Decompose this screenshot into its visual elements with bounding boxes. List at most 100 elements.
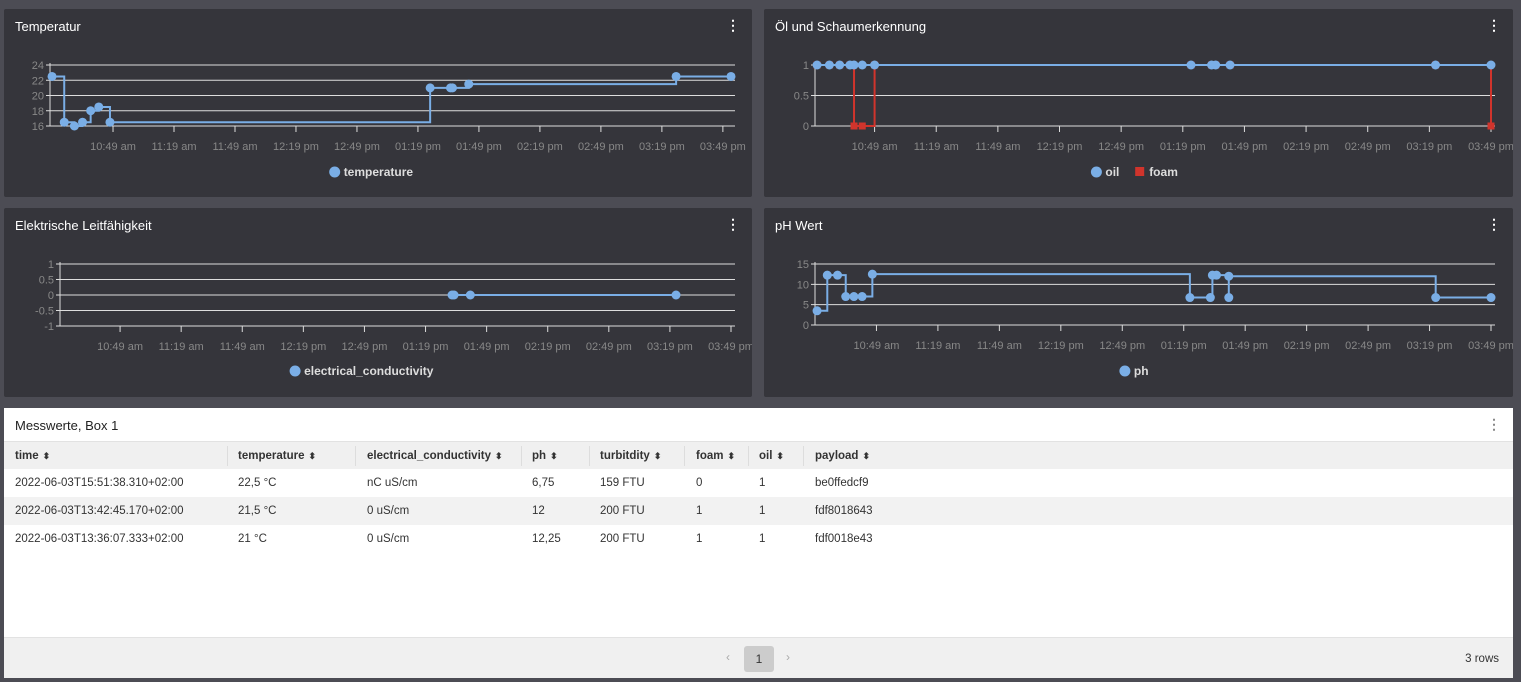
x-tick-label: 10:49 am	[854, 340, 900, 352]
x-tick-label: 01:19 pm	[395, 141, 441, 153]
cell-ph: 12	[532, 505, 545, 517]
data-point-ph	[1486, 293, 1496, 303]
column-divider	[227, 446, 228, 466]
column-label: time	[15, 450, 39, 462]
cell-electrical-conductivity: nC uS/cm	[367, 477, 418, 489]
sort-icon[interactable]: ⬍	[550, 451, 558, 461]
table-header: time ⬍ temperature ⬍ electrical_conductivity…	[4, 441, 1513, 469]
x-tick-label: 12:49 pm	[1098, 141, 1144, 153]
x-tick-label: 11:49 am	[220, 341, 265, 353]
prev-page-button[interactable]: ‹	[726, 650, 730, 664]
x-tick-label: 11:19 am	[915, 340, 960, 352]
panel-title: pH Wert	[775, 218, 823, 233]
next-page-button[interactable]: ›	[786, 650, 790, 664]
cell-payload: fdf0018e43	[815, 533, 873, 545]
y-tick-label: 20	[32, 91, 44, 103]
data-point-ph	[833, 270, 843, 280]
data-point-oil	[835, 60, 845, 70]
legend-electrical-conductivity-icon	[289, 365, 301, 377]
data-point-ph	[1185, 293, 1195, 303]
x-tick-label: 03:19 pm	[639, 141, 685, 153]
cell-turbitdity: 200 FTU	[600, 533, 645, 545]
sort-icon[interactable]: ⬍	[862, 451, 871, 461]
y-tick-label: 0.5	[794, 91, 809, 103]
data-point-electrical-conductivity	[449, 290, 459, 300]
table-row[interactable]: 2022-06-03T15:51:38.310+02:00 22,5 °C nC u…	[4, 469, 1513, 497]
column-divider	[355, 446, 356, 466]
data-point-foam	[1487, 122, 1495, 130]
y-tick-label: 1	[803, 60, 809, 72]
data-point-ph	[849, 292, 859, 302]
column-header-time[interactable]: time ⬍	[15, 450, 50, 462]
x-tick-label: 03:19 pm	[647, 341, 693, 353]
data-point-temperature	[69, 121, 79, 131]
data-point-ph	[1431, 293, 1441, 303]
x-tick-label: 12:49 pm	[1099, 340, 1145, 352]
x-tick-label: 12:49 pm	[342, 341, 388, 353]
sort-icon[interactable]: ⬍	[308, 451, 317, 461]
x-tick-label: 02:19 pm	[525, 341, 571, 353]
column-header-foam[interactable]: foam ⬍	[696, 450, 735, 462]
column-header-turbitdity[interactable]: turbitdity ⬍	[600, 450, 661, 462]
column-header-payload[interactable]: payload ⬍	[815, 450, 870, 462]
sort-icon[interactable]: ⬍	[42, 451, 51, 461]
sort-icon[interactable]: ⬍	[495, 451, 503, 461]
y-tick-label: 24	[32, 60, 44, 72]
cell-ph: 12,25	[532, 533, 561, 545]
panel-menu-icon[interactable]: ⋮	[1487, 216, 1501, 232]
chart-panel-temperature: Temperatur ⋮ 16 18 20 22 24 10:49 am 11:19 am 1…	[4, 9, 752, 197]
x-tick-label: 02:49 pm	[1345, 141, 1391, 153]
x-tick-label: 01:49 pm	[1221, 141, 1267, 153]
x-tick-label: 02:19 pm	[1283, 141, 1329, 153]
x-tick-label: 01:19 pm	[1161, 340, 1207, 352]
measurements-table-panel: Messwerte, Box 1 ⋮ time ⬍ temperature ⬍ elec…	[4, 408, 1513, 678]
data-point-temperature	[726, 71, 736, 81]
data-point-ph	[1205, 293, 1215, 303]
legend-label: temperature	[344, 165, 414, 179]
panel-menu-icon[interactable]: ⋮	[1487, 416, 1501, 432]
table-footer: ‹ 1 › 3 rows	[4, 637, 1513, 678]
cell-temperature: 21,5 °C	[238, 505, 277, 517]
data-point-temperature	[448, 83, 458, 93]
data-point-temperature	[425, 83, 435, 93]
data-point-ph	[812, 306, 822, 316]
data-point-temperature	[464, 79, 474, 89]
sort-icon[interactable]: ⬍	[727, 451, 736, 461]
data-point-oil	[849, 60, 859, 70]
y-tick-label: 18	[32, 106, 44, 118]
y-tick-label: 0	[803, 320, 809, 332]
column-divider	[684, 446, 685, 466]
panel-menu-icon[interactable]: ⋮	[1487, 17, 1501, 33]
x-tick-label: 12:49 pm	[334, 141, 380, 153]
legend-temperature-icon	[329, 166, 341, 178]
column-label: turbitdity	[600, 450, 650, 462]
data-point-oil	[1486, 60, 1496, 70]
x-tick-label: 01:49 pm	[1222, 340, 1268, 352]
table-row[interactable]: 2022-06-03T13:42:45.170+02:00 21,5 °C 0 uS…	[4, 497, 1513, 525]
data-point-oil	[1431, 60, 1441, 70]
column-header-temperature[interactable]: temperature ⬍	[238, 450, 316, 462]
data-point-ph	[1224, 271, 1234, 281]
series-line-ph	[817, 273, 1491, 312]
column-header-ph[interactable]: ph ⬍	[532, 450, 558, 462]
x-tick-label: 01:19 pm	[1160, 141, 1206, 153]
column-header-oil[interactable]: oil ⬍	[759, 450, 784, 462]
panel-menu-icon[interactable]: ⋮	[726, 17, 740, 33]
y-tick-label: 0.5	[39, 275, 54, 287]
x-tick-label: 01:49 pm	[456, 141, 502, 153]
y-tick-label: 0	[803, 121, 809, 133]
table-row[interactable]: 2022-06-03T13:36:07.333+02:00 21 °C 0 uS/c…	[4, 525, 1513, 553]
column-label: oil	[759, 450, 773, 462]
page-1-button[interactable]: 1	[744, 646, 774, 672]
data-point-temperature	[105, 117, 115, 127]
data-point-temperature	[86, 106, 96, 116]
column-divider	[521, 446, 522, 466]
sort-icon[interactable]: ⬍	[776, 451, 784, 461]
sort-icon[interactable]: ⬍	[653, 451, 662, 461]
cell-payload: be0ffedcf9	[815, 477, 869, 489]
legend-oil-icon	[1090, 166, 1102, 178]
column-header-electrical-conductivity[interactable]: electrical_conductivity ⬍	[367, 450, 503, 462]
data-point-ph	[1224, 293, 1234, 303]
y-tick-label: 0	[48, 290, 54, 302]
panel-menu-icon[interactable]: ⋮	[726, 216, 740, 232]
